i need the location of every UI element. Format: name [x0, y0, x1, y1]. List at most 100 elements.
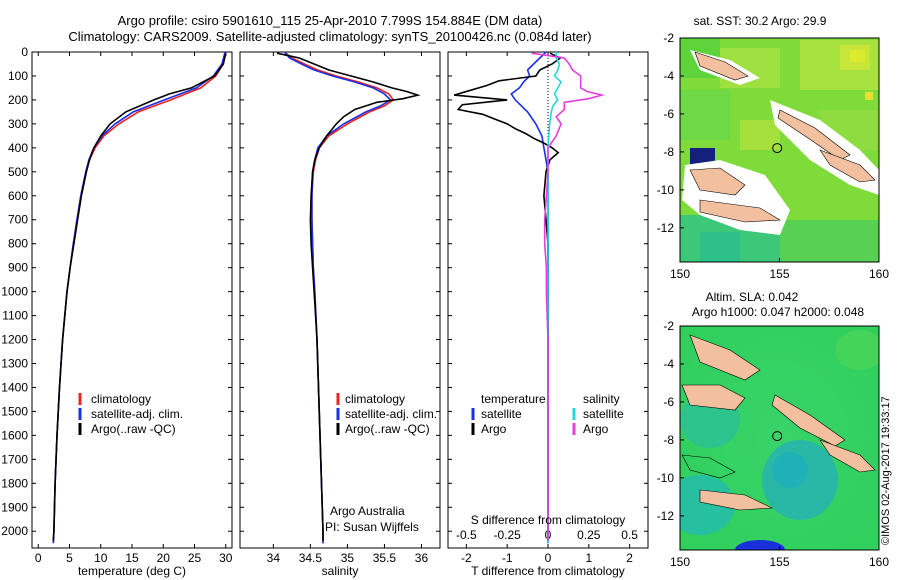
- salinity-difference-label: S difference from climatology: [471, 513, 626, 527]
- temperature-x-label: temperature (deg C): [78, 564, 186, 578]
- series-line-argo-raw-qc-: [276, 52, 421, 541]
- legend-temperature-header: temperature: [481, 392, 546, 406]
- map-lat-label: -4: [663, 69, 674, 83]
- sst-argo-position-marker: [772, 143, 783, 154]
- map-lon-label: 155: [769, 267, 789, 281]
- x-tick-label: 15: [125, 551, 139, 565]
- pi-annotation: PI: Susan Wijffels: [325, 520, 419, 534]
- map-lon-label: 150: [670, 267, 690, 281]
- x-tick-label: 1: [585, 551, 592, 565]
- x-tick-label: 30: [219, 551, 233, 565]
- map-lat-label: -12: [657, 509, 675, 523]
- depth-tick-label: 1100: [2, 309, 28, 323]
- salinity-profile-panel: 34 34.5 35 35.5 36 salinity climatology sate…: [239, 51, 441, 578]
- legend-temp-satellite-label: satellite: [481, 407, 522, 421]
- x-tick-label: -1: [502, 551, 513, 565]
- depth-tick-label: 900: [8, 261, 28, 275]
- sst-map-axes: 150 155 160 -2 -4 -6 -8 -10 -12: [657, 31, 890, 281]
- temperature-x-axis: 0 5 10 15 20 25 30: [35, 52, 233, 565]
- difference-depth-ticks: [448, 51, 648, 532]
- x-tick-label: 35.5: [373, 551, 397, 565]
- legend-salinity-header: salinity: [583, 392, 620, 406]
- salinity-depth-ticks: [240, 51, 440, 532]
- series-line-argo-raw-qc-: [52, 53, 227, 541]
- depth-tick-label: 500: [8, 165, 28, 179]
- temperature-series: [52, 51, 227, 544]
- depth-tick-label: 1600: [1, 428, 28, 442]
- sla-map-subtitle: Argo h1000: 0.047 h2000: 0.048: [692, 305, 864, 319]
- temperature-legend: climatology satellite-adj. clim. Argo(..…: [78, 392, 183, 436]
- depth-tick-label: 1400: [1, 380, 28, 394]
- difference-legend: temperature satellite Argo salinity sate…: [471, 392, 624, 436]
- sst-map-panel: sat. SST: 30.2 Argo: 29.9: [657, 14, 890, 281]
- map-lon-label: 160: [869, 267, 889, 281]
- difference-profile-panel: -2 -1 0 1 2 -0.5 -0.25 0 0.25 0.5 S difference f…: [447, 51, 649, 578]
- temperature-difference-label: T difference from climatology: [471, 564, 625, 578]
- x-tick-label: 2: [626, 551, 633, 565]
- map-lat-label: -10: [657, 471, 675, 485]
- depth-tick-label: 1800: [1, 476, 28, 490]
- sla-map-axes: 150 155 160 -2 -4 -6 -8 -10 -12: [657, 319, 890, 569]
- series-line-salinity-argo: [531, 52, 606, 541]
- sla-map-panel: Altim. SLA: 0.042 Argo h1000: 0.047 h200…: [657, 290, 890, 569]
- difference-series: [453, 51, 606, 544]
- map-lat-label: -2: [663, 31, 674, 45]
- map-lat-label: -6: [663, 395, 674, 409]
- legend-climatology-label: climatology: [345, 392, 405, 406]
- depth-tick-label: 1000: [1, 285, 28, 299]
- map-lon-label: 160: [869, 555, 889, 569]
- depth-tick-label: 300: [8, 117, 28, 131]
- map-lat-label: -8: [663, 433, 674, 447]
- depth-tick-label: 1300: [1, 356, 28, 370]
- x-tick-label: 25: [188, 551, 202, 565]
- salinity-legend: climatology satellite-adj. clim. Argo(..…: [336, 392, 437, 436]
- salinity-diff-tick-label: -0.25: [494, 528, 522, 542]
- legend-argo-label: Argo(..raw -QC): [91, 422, 176, 436]
- salinity-diff-tick-label: -0.5: [456, 528, 477, 542]
- salinity-x-label: salinity: [322, 564, 359, 578]
- depth-tick-label: 700: [8, 213, 28, 227]
- sst-map-image: [680, 38, 879, 262]
- map-lat-label: -2: [663, 319, 674, 333]
- salinity-x-axis: 34 34.5 35 35.5 36: [267, 52, 429, 565]
- depth-tick-label: 200: [8, 93, 28, 107]
- legend-temp-argo-label: Argo: [481, 422, 507, 436]
- imos-timestamp: ©IMOS 02-Aug-2017 19:33:17: [880, 396, 892, 545]
- salinity-plot-frame: [239, 51, 441, 549]
- depth-tick-label: 2000: [1, 524, 28, 538]
- x-tick-label: 34: [267, 551, 281, 565]
- legend-satellite-label: satellite-adj. clim.: [345, 407, 437, 421]
- agency-annotation: Argo Australia: [330, 504, 405, 518]
- map-lat-label: -4: [663, 357, 674, 371]
- salinity-diff-tick-label: 0.5: [621, 528, 638, 542]
- map-lon-label: 150: [670, 555, 690, 569]
- x-tick-label: 34.5: [299, 551, 323, 565]
- temperature-plot-frame: [31, 51, 233, 549]
- legend-sal-argo-label: Argo: [583, 422, 609, 436]
- map-lat-label: -6: [663, 107, 674, 121]
- depth-tick-label: 400: [8, 141, 28, 155]
- x-tick-label: 5: [66, 551, 73, 565]
- map-lat-label: -8: [663, 145, 674, 159]
- sla-map-image: [680, 326, 879, 550]
- figure-title-line-1: Argo profile: csiro 5901610_115 25-Apr-2…: [117, 13, 543, 28]
- sla-map-title: Altim. SLA: 0.042: [706, 290, 799, 304]
- depth-tick-label: 1900: [1, 500, 28, 514]
- map-lon-label: 155: [769, 555, 789, 569]
- x-tick-label: 36: [415, 551, 429, 565]
- depth-tick-label: 1500: [1, 404, 28, 418]
- x-tick-label: 0: [35, 551, 42, 565]
- depth-tick-label: 100: [8, 69, 28, 83]
- x-tick-label: -2: [461, 551, 472, 565]
- x-tick-label: 35: [341, 551, 355, 565]
- depth-tick-label: 0: [21, 45, 28, 59]
- legend-argo-label: Argo(..raw -QC): [345, 422, 430, 436]
- temperature-profile-panel: 0100200300400500600700800900100011001200…: [1, 45, 232, 578]
- legend-climatology-label: climatology: [91, 392, 151, 406]
- figure-title-line-2: Climatology: CARS2009. Satellite-adjuste…: [68, 29, 592, 44]
- map-lat-label: -12: [657, 221, 675, 235]
- depth-axis: 0 100 200 300 400 500 600 700 800 900 1000 1100 1200…: [1, 45, 232, 538]
- depth-tick-label: 600: [8, 189, 28, 203]
- x-tick-label: 0: [545, 551, 552, 565]
